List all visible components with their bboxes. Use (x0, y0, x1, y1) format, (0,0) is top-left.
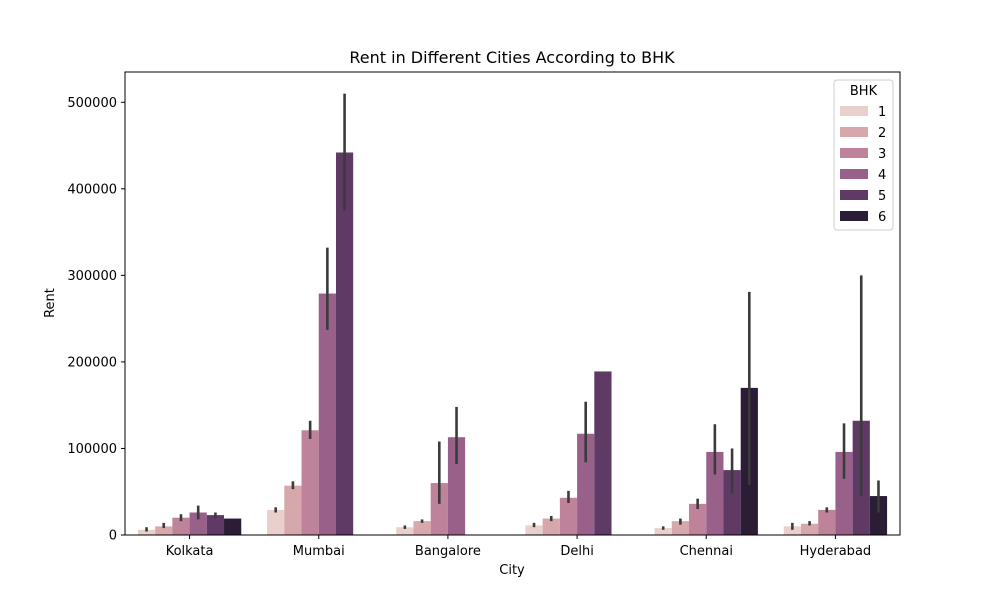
legend-label: 2 (878, 126, 886, 141)
bar (723, 470, 741, 535)
bar (301, 430, 319, 535)
bar (206, 515, 225, 535)
bar (869, 496, 888, 535)
x-tick-label: Delhi (560, 544, 593, 559)
bar (172, 517, 190, 535)
bar (224, 518, 242, 535)
x-tick-label: Mumbai (293, 544, 345, 559)
legend-title: BHK (850, 84, 878, 99)
bar (137, 529, 156, 535)
bar (689, 503, 707, 535)
y-tick-label: 100000 (67, 442, 117, 457)
bar (267, 509, 285, 535)
bar (818, 509, 836, 535)
x-tick-label: Hyderabad (800, 544, 872, 559)
y-tick-label: 500000 (67, 96, 117, 111)
bar (706, 451, 724, 535)
x-tick-label: Kolkata (166, 544, 214, 559)
y-tick-label: 400000 (67, 182, 117, 197)
bar (189, 512, 207, 535)
bar (835, 451, 853, 535)
x-axis: Kolkata Mumbai Bangalore Delhi Chennai Hydera… (166, 535, 871, 559)
bar (430, 483, 448, 535)
bar (671, 521, 690, 535)
plot-frame (124, 71, 901, 536)
bar (396, 527, 414, 535)
bar (577, 433, 595, 535)
x-tick-label: Bangalore (415, 544, 481, 559)
legend-swatch (840, 127, 868, 137)
bar (783, 526, 801, 535)
bar (335, 152, 354, 535)
y-axis-label: Rent (43, 288, 58, 318)
legend-swatch (840, 169, 868, 179)
bar (318, 293, 336, 535)
y-tick-label: 200000 (67, 355, 117, 370)
bar (525, 525, 543, 535)
bar (284, 485, 302, 535)
bar (447, 437, 466, 535)
legend-swatch (840, 106, 868, 116)
legend-label: 5 (878, 189, 886, 204)
legend-label: 4 (878, 168, 886, 183)
x-tick-label: Chennai (680, 544, 733, 559)
bar (654, 528, 672, 535)
x-axis-label: City (499, 563, 525, 578)
y-tick-label: 0 (109, 529, 117, 544)
legend-label: 3 (878, 147, 886, 162)
legend-swatch (840, 190, 868, 200)
y-tick-label: 300000 (67, 269, 117, 284)
y-axis: 0 100000 200000 300000 400000 500000 (67, 96, 125, 544)
bar (413, 521, 431, 535)
bar (542, 518, 560, 535)
legend-swatch (840, 211, 868, 221)
bar (155, 526, 173, 535)
bar (800, 523, 819, 535)
legend-swatch (840, 148, 868, 158)
legend-label: 1 (878, 105, 886, 120)
bar (594, 371, 612, 535)
plot-area (137, 93, 888, 535)
chart-title: Rent in Different Cities According to BH… (349, 48, 675, 67)
legend-label: 6 (878, 210, 886, 225)
bar (559, 497, 578, 535)
